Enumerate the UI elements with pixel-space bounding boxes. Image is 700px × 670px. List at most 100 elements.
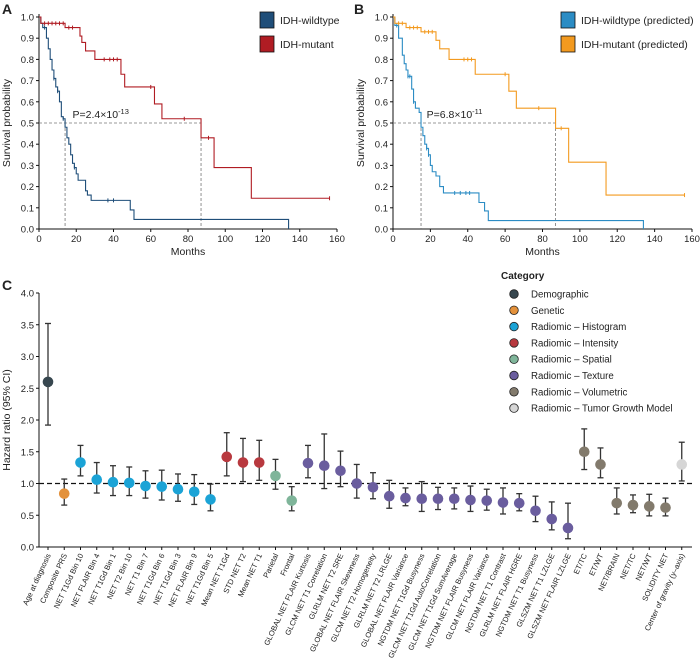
y-tick-label: 0.5 — [21, 119, 34, 130]
hazard-ratio-point — [432, 493, 444, 505]
x-tick-label: 20 — [71, 234, 82, 245]
y-tick-label: 0.8 — [21, 55, 34, 66]
y-tick-label: 0.2 — [21, 182, 34, 193]
y-tick-label: 0.7 — [21, 76, 34, 87]
legend-label: Radiomic – Tumor Growth Model — [531, 404, 673, 415]
y-tick-label: 0.9 — [375, 34, 388, 45]
y-tick-label: 0.8 — [375, 55, 388, 66]
x-tick-label: 80 — [537, 234, 548, 245]
y-tick-label: 1.0 — [21, 479, 34, 490]
survival-curve-wildtype — [393, 16, 644, 229]
legend-label: Radiomic – Spatial — [531, 355, 612, 366]
y-tick-label: 0.4 — [21, 140, 34, 151]
y-tick-label: 0.9 — [21, 34, 34, 45]
legend-marker — [509, 387, 519, 397]
hazard-ratio-point — [400, 492, 411, 504]
legend-marker — [509, 289, 519, 299]
hazard-ratio-point — [562, 522, 574, 534]
survival-curve-mutant — [393, 16, 685, 196]
hazard-ratio-point — [286, 495, 298, 506]
hazard-ratio-point — [578, 446, 590, 458]
hazard-ratio-point — [335, 465, 346, 477]
hazard-ratio-point — [318, 460, 330, 472]
hazard-ratio-point — [237, 457, 249, 468]
hazard-ratio-point — [530, 505, 541, 517]
legend-label: Genetic — [531, 306, 565, 317]
forest-plot-c: 0.0 0.5 1.0 1.5 2.0 2.5 3.0 3.5 4.0 Hazard ratio … — [1, 271, 692, 660]
hazard-ratio-point — [156, 481, 168, 492]
hazard-ratio-point — [58, 488, 70, 499]
hazard-ratio-point — [643, 501, 655, 512]
legend-marker — [509, 338, 519, 348]
hazard-ratio-point — [481, 495, 493, 506]
y-tick-label: 1.0 — [21, 13, 34, 24]
x-tick-label: 100 — [217, 234, 233, 245]
survival-curve-wildtype — [39, 16, 290, 229]
y-tick-label: 0.2 — [375, 182, 388, 193]
hazard-ratio-point — [383, 490, 395, 502]
x-tick-label: 0 — [36, 234, 41, 245]
x-tick-label: 160 — [329, 234, 345, 245]
p-value-text: P=2.4×10 — [73, 109, 119, 121]
y-tick-label: 0.7 — [375, 76, 388, 87]
x-tick-label: 160 — [684, 234, 700, 245]
p-value-annotation: P=6.8×10-11 — [427, 107, 483, 121]
x-tick-label: 60 — [145, 234, 156, 245]
legend-label: IDH-mutant — [280, 39, 334, 51]
legend-marker — [509, 305, 519, 316]
hazard-ratio-point — [497, 497, 509, 508]
km-plot-b: 0 20 40 60 80 100 120 140 160 0.0 0.1 0.2 0.3 0.4 0.5 0… — [355, 11, 700, 258]
x-tick-label: 100 — [572, 234, 588, 245]
hazard-ratio-point — [91, 474, 103, 485]
hazard-ratio-point — [448, 493, 460, 505]
hazard-ratio-point — [546, 513, 558, 525]
km-plot-a: 0 20 40 60 80 100 120 140 160 0.0 0.1 0.2 0.3 0.4 0.5 0… — [1, 11, 345, 258]
hazard-ratio-point — [465, 494, 476, 506]
legend-marker — [509, 354, 519, 364]
hazard-ratio-point — [611, 497, 623, 509]
y-tick-label: 0.0 — [375, 225, 388, 236]
y-tick-label: 3.0 — [21, 352, 34, 363]
x-axis-label: Months — [525, 246, 559, 258]
hazard-ratio-point — [221, 451, 233, 463]
legend-label: IDH-wildtype — [280, 15, 340, 27]
y-tick-label: 0.0 — [21, 543, 34, 554]
hazard-ratio-point — [42, 376, 54, 388]
x-tick-label: 20 — [425, 234, 436, 245]
y-tick-label: 1.0 — [375, 13, 388, 24]
panel-label-c: C — [2, 277, 12, 293]
legend-marker — [509, 370, 519, 381]
legend-title: Category — [501, 271, 545, 282]
legend-swatch — [259, 11, 275, 29]
hazard-ratio-point — [123, 477, 135, 489]
y-tick-label: 1.5 — [21, 447, 34, 458]
x-tick-label: 140 — [647, 234, 663, 245]
hazard-ratio-point — [513, 497, 525, 509]
x-tick-label: 40 — [108, 234, 119, 245]
y-tick-label: 0.4 — [375, 140, 388, 151]
hazard-ratio-point — [205, 494, 216, 505]
x-tick-label: 60 — [500, 234, 511, 245]
hazard-ratio-point — [627, 499, 639, 511]
legend-label: Radiomic – Intensity — [531, 338, 618, 349]
y-axis-label: Hazard ratio (95% CI) — [1, 369, 13, 471]
x-tick-label: ET/TC — [572, 552, 590, 576]
panel-label-a: A — [2, 1, 12, 17]
legend-label: Radiomic – Texture — [531, 371, 614, 382]
x-tick-label: 120 — [255, 234, 271, 245]
x-tick-label: 0 — [390, 234, 395, 245]
y-tick-label: 4.0 — [21, 289, 34, 300]
hazard-ratio-point — [676, 459, 688, 470]
legend-marker — [509, 321, 519, 332]
legend-label: IDH-wildtype (predicted) — [581, 15, 694, 27]
y-tick-label: 2.5 — [21, 384, 34, 395]
y-tick-label: 3.5 — [21, 320, 34, 331]
legend-marker — [509, 403, 519, 413]
hazard-ratio-point — [270, 470, 281, 482]
y-tick-label: 0.3 — [375, 161, 388, 172]
legend-swatch — [560, 35, 576, 53]
y-tick-label: 0.0 — [21, 225, 34, 236]
x-tick-label: 80 — [183, 234, 194, 245]
p-value-text: P=6.8×10 — [427, 109, 473, 121]
